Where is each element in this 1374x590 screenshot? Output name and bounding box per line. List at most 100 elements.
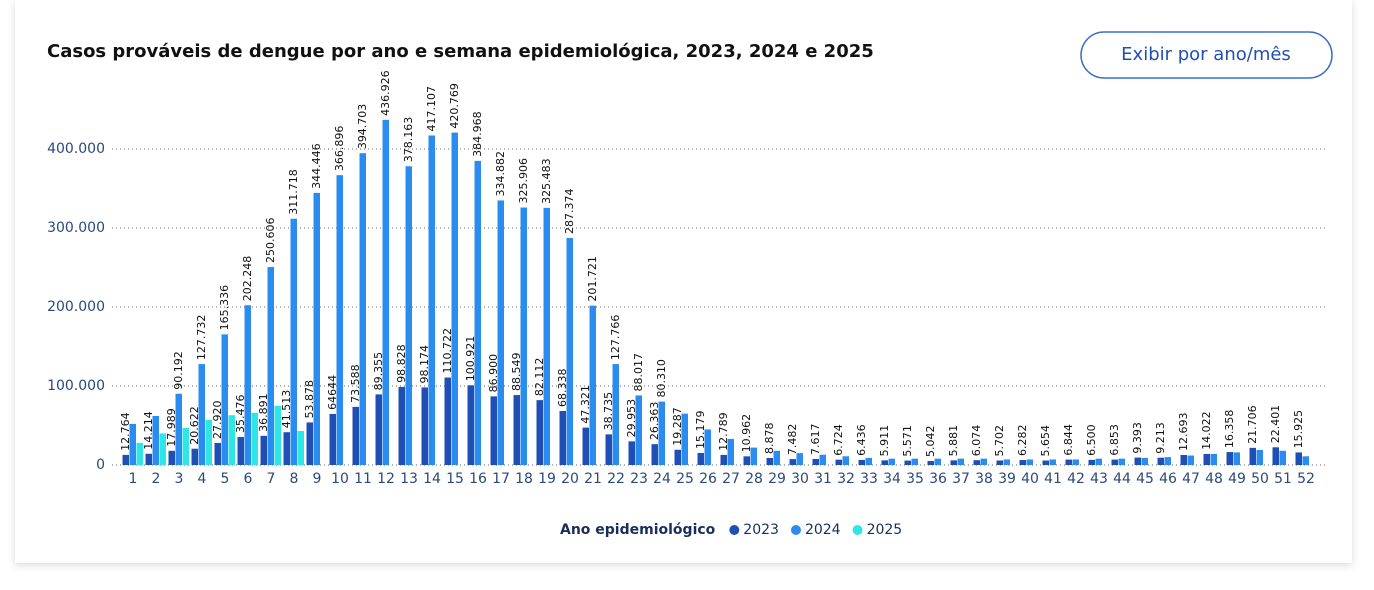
- data-label: 6.844: [1062, 424, 1075, 456]
- bar: [129, 423, 136, 465]
- bar: [175, 393, 182, 465]
- legend-label: 2023: [743, 522, 779, 538]
- x-tick-label: 14: [423, 471, 441, 487]
- bar: [681, 413, 688, 465]
- data-label: 73.588: [349, 364, 362, 403]
- data-label: 12.693: [1177, 412, 1190, 451]
- bar: [474, 160, 481, 465]
- bar: [888, 458, 895, 465]
- bar: [950, 460, 957, 465]
- bar: [1072, 459, 1079, 465]
- bar: [1134, 457, 1141, 465]
- x-tick-label: 15: [446, 471, 464, 487]
- bar: [1157, 457, 1164, 465]
- data-label: 82.112: [533, 358, 546, 397]
- bar: [1164, 457, 1171, 465]
- x-tick-label: 40: [1021, 471, 1039, 487]
- data-label: 21.706: [1246, 405, 1259, 444]
- data-label: 64644: [326, 375, 339, 410]
- bar: [244, 305, 251, 465]
- data-label: 16.358: [1223, 410, 1236, 449]
- data-label: 7.617: [809, 423, 822, 455]
- x-tick-label: 22: [607, 471, 625, 487]
- x-tick-label: 41: [1044, 471, 1062, 487]
- bar: [1088, 459, 1095, 465]
- bar: [329, 413, 336, 465]
- x-tick-label: 31: [814, 471, 832, 487]
- bar: [228, 415, 235, 465]
- bar: [1203, 453, 1210, 465]
- bar: [957, 458, 964, 465]
- x-tick-label: 52: [1297, 471, 1315, 487]
- view-button-label[interactable]: Exibir por ano/mês: [1121, 44, 1291, 65]
- legend-label: 2025: [867, 522, 903, 538]
- bar: [727, 438, 734, 465]
- bar: [405, 166, 412, 466]
- bar: [152, 416, 159, 465]
- bar: [1042, 460, 1049, 465]
- x-tick-label: 10: [331, 471, 349, 487]
- data-label: 86.900: [487, 354, 500, 393]
- legend-marker: [790, 525, 801, 535]
- bar: [796, 453, 803, 465]
- data-label: 344.446: [310, 143, 323, 189]
- x-tick-label: 17: [492, 471, 510, 487]
- bar: [267, 267, 274, 465]
- data-label: 10.962: [740, 414, 753, 453]
- data-label: 15.925: [1292, 410, 1305, 449]
- bar: [122, 454, 129, 465]
- x-tick-label: 30: [791, 471, 809, 487]
- bar: [842, 456, 849, 465]
- bar: [1233, 452, 1240, 465]
- bar: [819, 454, 826, 465]
- data-label: 100.921: [464, 336, 477, 382]
- bar: [635, 395, 642, 465]
- data-label: 127.732: [195, 315, 208, 361]
- bar: [1180, 454, 1187, 465]
- data-label: 9.393: [1131, 422, 1144, 454]
- y-tick-label: 200.000: [47, 299, 105, 315]
- x-tick-label: 3: [175, 471, 184, 487]
- x-tick-label: 21: [584, 471, 602, 487]
- x-tick-label: 23: [630, 471, 648, 487]
- data-label: 202.248: [241, 256, 254, 302]
- data-label: 6.500: [1085, 424, 1098, 456]
- data-label: 366.896: [333, 126, 346, 172]
- x-tick-label: 49: [1228, 471, 1246, 487]
- data-label: 334.882: [494, 151, 507, 197]
- bar: [398, 386, 405, 465]
- x-tick-label: 36: [929, 471, 947, 487]
- data-label: 165.336: [218, 285, 231, 331]
- x-tick-label: 28: [745, 471, 763, 487]
- data-label: 5.042: [924, 426, 937, 458]
- bar: [697, 453, 704, 465]
- x-tick-label: 2: [152, 471, 161, 487]
- bar: [835, 459, 842, 465]
- bar: [520, 207, 527, 466]
- data-label: 14.214: [142, 411, 155, 450]
- bar: [352, 406, 359, 465]
- bar: [159, 433, 166, 465]
- bar: [651, 444, 658, 465]
- bar: [359, 153, 366, 465]
- view-button[interactable]: [1080, 31, 1333, 79]
- bar: [375, 394, 382, 465]
- x-tick-label: 24: [653, 471, 671, 487]
- bar: [467, 385, 474, 465]
- data-label: 98.174: [418, 345, 431, 384]
- x-tick-label: 34: [883, 471, 901, 487]
- data-label: 6.436: [855, 424, 868, 456]
- data-label: 38.735: [602, 392, 615, 431]
- data-label: 5.654: [1039, 425, 1052, 457]
- x-tick-label: 6: [244, 471, 253, 487]
- bar: [513, 395, 520, 465]
- data-label: 88.549: [510, 353, 523, 392]
- bar: [628, 441, 635, 465]
- bar: [980, 458, 987, 465]
- x-tick-label: 48: [1205, 471, 1223, 487]
- x-tick-label: 32: [837, 471, 855, 487]
- bar: [543, 207, 550, 466]
- data-label: 98.828: [395, 344, 408, 383]
